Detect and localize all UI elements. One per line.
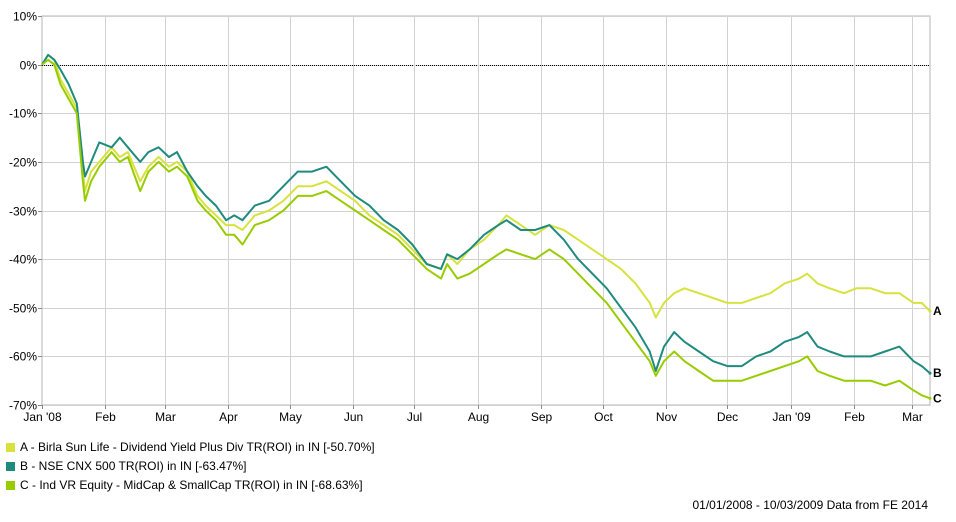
- legend-label-c: C - Ind VR Equity - MidCap & SmallCap TR…: [20, 478, 363, 492]
- x-tick-label: Jul: [407, 410, 422, 424]
- series-end-point-b: [928, 371, 932, 375]
- x-tick-label: May: [279, 410, 302, 424]
- y-tick-label: -20%: [9, 156, 37, 170]
- y-tick-label: -30%: [9, 205, 37, 219]
- legend-label-a: A - Birla Sun Life - Dividend Yield Plus…: [20, 440, 375, 454]
- y-axis-labels: 10% 0% -10% -20% -30% -40% -50% -60% -70%: [9, 10, 37, 413]
- x-tick-label: Sep: [531, 410, 553, 424]
- x-tick-label: Dec: [717, 410, 738, 424]
- y-tick-label: -70%: [9, 399, 37, 413]
- y-tick-label: 10%: [13, 10, 37, 24]
- legend-swatch-a: [6, 443, 15, 452]
- x-tick-label: Nov: [656, 410, 677, 424]
- x-tick-label: Mar: [902, 410, 923, 424]
- y-tick-label: -60%: [9, 350, 37, 364]
- data-source-note: 01/01/2008 - 10/03/2009 Data from FE 201…: [692, 498, 929, 512]
- series-end-point-a: [928, 309, 932, 313]
- x-tick-label: Feb: [95, 410, 116, 424]
- y-tick-label: -50%: [9, 302, 37, 316]
- x-tick-label: Oct: [594, 410, 613, 424]
- x-tick-label: Jan '08: [23, 410, 62, 424]
- x-tick-label: Jan '09: [772, 410, 811, 424]
- legend-item-b[interactable]: B - NSE CNX 500 TR(ROI) in IN [-63.47%]: [6, 457, 375, 476]
- y-tick-label: 0%: [20, 59, 38, 73]
- y-tick-label: -40%: [9, 253, 37, 267]
- legend-item-c[interactable]: C - Ind VR Equity - MidCap & SmallCap TR…: [6, 476, 375, 495]
- series-line-b: [41, 53, 931, 374]
- series-end-labels: A BC: [933, 304, 942, 405]
- legend-swatch-c: [6, 481, 15, 490]
- x-tick-label: Mar: [155, 410, 176, 424]
- x-axis-labels: Jan '08 Feb Mar Apr May Jun Jul Aug Sep Oct Nov Dec…: [23, 410, 923, 424]
- chart-legend: A - Birla Sun Life - Dividend Yield Plus…: [6, 438, 375, 495]
- legend-swatch-b: [6, 462, 15, 471]
- chart-grid: [38, 15, 931, 409]
- series-end-label-c: C: [933, 391, 942, 405]
- x-tick-label: Feb: [844, 410, 865, 424]
- performance-chart: 10% 0% -10% -20% -30% -40% -50% -60% -70% Jan '0…: [9, 10, 942, 425]
- x-tick-label: Aug: [468, 410, 489, 424]
- series-lines: [41, 53, 932, 400]
- x-tick-label: Apr: [219, 410, 238, 424]
- series-end-point-c: [928, 396, 932, 400]
- plot-frame: [41, 15, 931, 406]
- x-tick-label: Jun: [344, 410, 363, 424]
- y-tick-label: -10%: [9, 107, 37, 121]
- legend-label-b: B - NSE CNX 500 TR(ROI) in IN [-63.47%]: [20, 459, 247, 473]
- legend-item-a[interactable]: A - Birla Sun Life - Dividend Yield Plus…: [6, 438, 375, 457]
- series-line-c: [41, 58, 931, 400]
- series-line-a: [41, 53, 931, 319]
- series-end-label-b: B: [933, 366, 942, 380]
- series-end-label-a: A: [933, 304, 942, 318]
